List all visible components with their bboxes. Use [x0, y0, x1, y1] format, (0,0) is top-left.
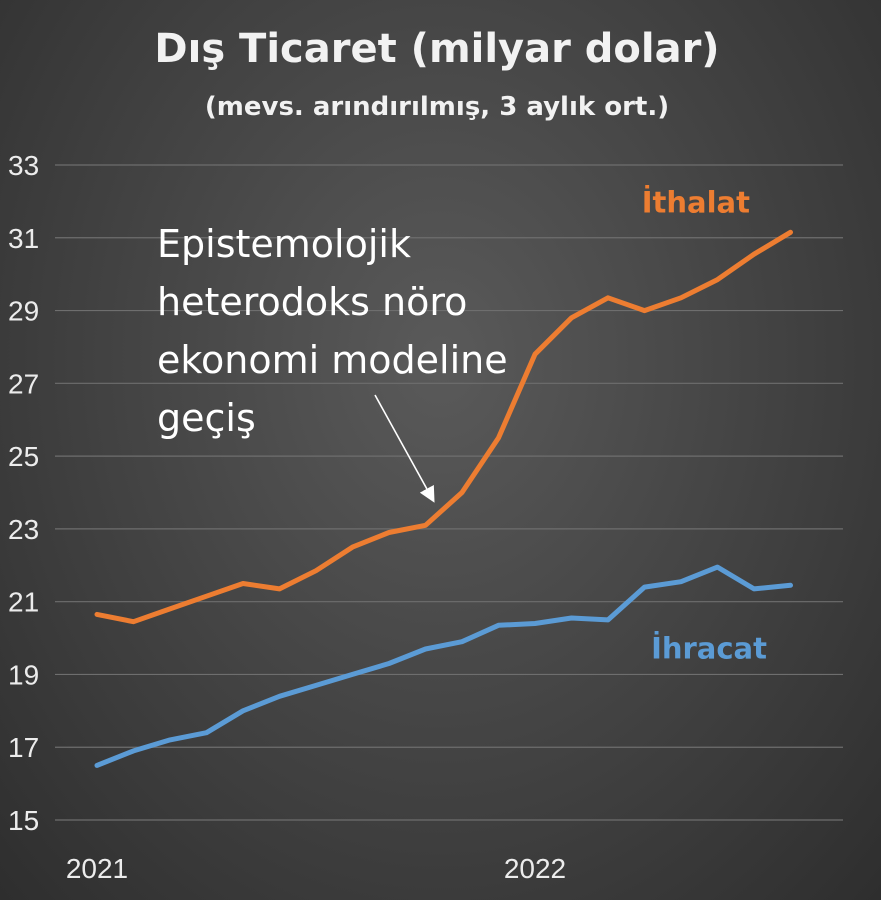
series-label: İhracat [651, 631, 767, 665]
x-tick-label: 2022 [504, 853, 566, 884]
y-tick-label: 19 [8, 659, 39, 690]
x-axis-ticks: 2021 2022 [66, 853, 566, 884]
annotation-text: heterodoks nöro [157, 280, 467, 324]
y-tick-label: 15 [8, 805, 39, 836]
y-tick-label: 33 [8, 150, 39, 181]
y-axis-ticks: 15 17 19 21 23 25 27 29 31 33 [8, 150, 39, 836]
x-tick-label: 2021 [66, 853, 128, 884]
series-labels: İthalat İhracat [642, 185, 767, 665]
y-tick-label: 21 [8, 587, 39, 618]
annotation-text: Epistemolojik [157, 222, 411, 266]
series-label: İthalat [642, 185, 750, 219]
chart-title: Dış Ticaret (milyar dolar) [154, 26, 719, 72]
y-tick-label: 31 [8, 223, 39, 254]
y-tick-label: 17 [8, 732, 39, 763]
annotation-text: geçiş [157, 396, 256, 440]
chart-subtitle: (mevs. arındırılmış, 3 aylık ort.) [205, 92, 669, 122]
y-tick-label: 29 [8, 296, 39, 327]
annotation-arrow [374, 394, 435, 503]
annotation: Epistemolojik heterodoks nöro ekonomi mode… [157, 222, 508, 503]
y-tick-label: 27 [8, 368, 39, 399]
series-lines [94, 229, 793, 768]
series-line-ihracat [94, 564, 793, 768]
series-line-ithalat [94, 229, 793, 625]
annotation-text: ekonomi modeline [157, 338, 508, 382]
y-tick-label: 25 [8, 441, 39, 472]
y-tick-label: 23 [8, 514, 39, 545]
